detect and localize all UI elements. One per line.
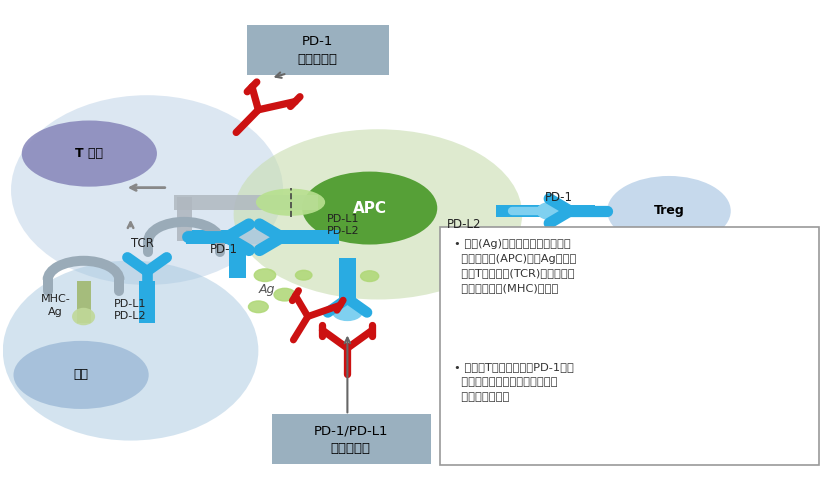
Circle shape (333, 303, 362, 320)
Ellipse shape (2, 261, 258, 440)
Ellipse shape (72, 308, 95, 325)
Text: • 調節性T細胞通過維持PD-1在其
  表面上的表達而產生高度免疫抑
  制性腫瘤環境。: • 調節性T細胞通過維持PD-1在其 表面上的表達而產生高度免疫抑 制性腫瘤環境… (454, 362, 574, 401)
FancyBboxPatch shape (247, 25, 389, 75)
Text: PD-1/PD-L1
抗體抑制劑: PD-1/PD-L1 抗體抑制劑 (314, 424, 388, 455)
Text: PD-L1
PD-L2: PD-L1 PD-L2 (327, 214, 359, 236)
Circle shape (295, 270, 312, 280)
Bar (496, 205, 595, 217)
Ellipse shape (256, 188, 325, 216)
Bar (186, 230, 339, 244)
Bar (139, 281, 155, 323)
Text: PD-1: PD-1 (545, 191, 574, 204)
Bar (173, 195, 318, 210)
Bar (230, 234, 246, 277)
Text: T 細胞: T 細胞 (76, 147, 104, 160)
Circle shape (537, 202, 567, 220)
Ellipse shape (302, 172, 437, 245)
Circle shape (254, 269, 276, 281)
Circle shape (248, 301, 268, 312)
Ellipse shape (22, 121, 157, 186)
Text: PD-L1
PD-L2: PD-L1 PD-L2 (115, 299, 147, 321)
Text: Ag: Ag (258, 283, 275, 296)
Ellipse shape (607, 176, 730, 246)
Text: PD-1
抗體抑制劑: PD-1 抗體抑制劑 (298, 35, 338, 66)
Circle shape (360, 271, 378, 281)
FancyBboxPatch shape (440, 226, 819, 465)
Text: PD-1: PD-1 (210, 244, 237, 256)
Ellipse shape (11, 95, 283, 285)
Bar (177, 197, 192, 241)
Text: APC: APC (353, 201, 387, 215)
Text: MHC-
Ag: MHC- Ag (41, 294, 71, 316)
Bar (76, 281, 90, 323)
Text: 癌症: 癌症 (74, 369, 89, 381)
FancyBboxPatch shape (271, 414, 431, 464)
Text: Treg: Treg (653, 205, 684, 217)
Circle shape (274, 288, 295, 301)
Ellipse shape (233, 129, 522, 300)
Text: • 抗原(Ag)能夠刺激免疫反應。抗
  原呈遞細胞(APC)可與Ag結合以
  激活T細胞受體(TCR)和主要組織
  相容性複合物(MHC)結合。: • 抗原(Ag)能夠刺激免疫反應。抗 原呈遞細胞(APC)可與Ag結合以 激活T… (454, 239, 576, 293)
Ellipse shape (235, 227, 271, 247)
Ellipse shape (13, 341, 149, 409)
Text: PD-L2: PD-L2 (447, 217, 481, 231)
Text: TCR: TCR (131, 237, 154, 250)
Bar (339, 258, 355, 300)
